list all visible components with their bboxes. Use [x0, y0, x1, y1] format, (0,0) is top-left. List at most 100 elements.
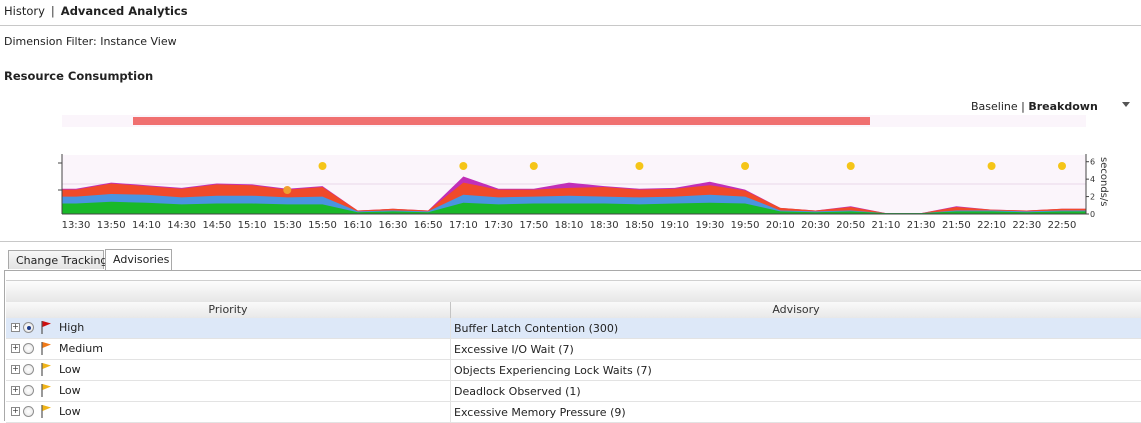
table-row[interactable]: + Low Objects Experiencing Lock Waits (7… [6, 360, 1141, 381]
chart-divider [0, 241, 1141, 242]
chart-x-tick-label: 22:30 [1012, 220, 1041, 231]
chart-x-tick-label: 15:50 [308, 220, 337, 231]
chart-areas [62, 176, 1086, 214]
chart-x-tick-label: 19:50 [731, 220, 760, 231]
priority-label: Low [59, 363, 81, 376]
table-row[interactable]: + Medium Excessive I/O Wait (7) [6, 339, 1141, 360]
baseline-link[interactable]: Baseline [971, 100, 1018, 113]
chart-x-tick-label: 14:50 [202, 220, 231, 231]
chart-series-area [62, 201, 1086, 214]
chart-x-tick-label: 20:30 [801, 220, 830, 231]
flag-icon [41, 384, 51, 397]
flag-icon [41, 363, 51, 376]
chart-x-tick-label: 20:50 [836, 220, 865, 231]
advisory-label: Objects Experiencing Lock Waits (7) [454, 364, 652, 377]
column-divider [450, 402, 451, 423]
grid-toolbar [6, 280, 1141, 303]
chart-x-tick-label: 14:30 [167, 220, 196, 231]
chart-x-tick-label: 16:30 [379, 220, 408, 231]
expand-icon[interactable]: + [11, 343, 20, 353]
advisory-label: Excessive Memory Pressure (9) [454, 406, 626, 419]
header-divider [0, 25, 1141, 26]
chart-x-tick-label: 16:10 [343, 220, 372, 231]
priority-label: Low [59, 384, 81, 397]
chart-x-ticks: 13:30 13:50 14:10 14:30 14:50 15:10 15:30 15:50… [62, 220, 1077, 231]
row-radio[interactable] [23, 385, 34, 396]
chart-y-tick-label: 0 [1090, 210, 1095, 219]
chart-x-tick-label: 18:30 [590, 220, 619, 231]
breadcrumb-history-link[interactable]: History [4, 4, 45, 18]
chart-x-tick-label: 19:30 [695, 220, 724, 231]
chart-x-tick-label: 17:50 [519, 220, 548, 231]
breadcrumb: History | Advanced Analytics [4, 4, 188, 18]
breakdown-link[interactable]: Breakdown [1028, 100, 1098, 113]
chart-x-tick-label: 22:50 [1048, 220, 1077, 231]
dimension-filter[interactable]: Dimension Filter: Instance View [4, 35, 177, 48]
chart-x-tick-label: 22:10 [977, 220, 1006, 231]
chart-x-tick-label: 13:50 [97, 220, 126, 231]
tab-advisories[interactable]: Advisories [105, 249, 172, 270]
chart-x-tick-label: 21:10 [872, 220, 901, 231]
chart-marker[interactable] [741, 162, 750, 170]
table-row[interactable]: + Low Excessive Memory Pressure (9) [6, 402, 1141, 423]
chart-marker[interactable] [283, 186, 292, 194]
chart-x-tick-label: 18:50 [625, 220, 654, 231]
chart-y-tick-label: 4 [1090, 175, 1095, 184]
advisory-label: Buffer Latch Contention (300) [454, 322, 619, 335]
breadcrumb-separator: | [50, 4, 55, 18]
table-row[interactable]: + Low Deadlock Observed (1) [6, 381, 1141, 402]
chart-timeline-bar[interactable] [133, 117, 870, 125]
row-radio[interactable] [23, 364, 34, 375]
expand-icon[interactable]: + [11, 322, 20, 332]
chart-x-tick-label: 16:50 [414, 220, 443, 231]
priority-label: Low [59, 405, 81, 418]
row-radio[interactable] [23, 343, 34, 354]
chart-x-tick-label: 17:10 [449, 220, 478, 231]
chart-y-ticks: 0 2 4 6 [1086, 158, 1095, 219]
chart-y-tick-label: 6 [1090, 158, 1095, 167]
chart-marker[interactable] [459, 162, 468, 170]
tab-change-tracking[interactable]: Change Tracking [8, 250, 107, 269]
column-divider [450, 381, 451, 402]
chart-x-tick-label: 13:30 [62, 220, 91, 231]
chart-marker[interactable] [529, 162, 538, 170]
chart-marker[interactable] [846, 162, 855, 170]
section-title: Resource Consumption [4, 69, 154, 83]
priority-label: High [59, 321, 85, 334]
chevron-down-icon[interactable] [1122, 102, 1130, 107]
chart-marker[interactable] [635, 162, 644, 170]
expand-icon[interactable]: + [11, 406, 20, 416]
grid-header: Priority Advisory [6, 302, 1141, 319]
expand-icon[interactable]: + [11, 364, 20, 374]
column-divider [450, 339, 451, 360]
column-divider [450, 318, 451, 339]
table-row[interactable]: + High Buffer Latch Contention (300) [6, 318, 1141, 339]
chart-x-tick-label: 15:10 [238, 220, 267, 231]
chart-markers [283, 162, 1066, 194]
chart-x-tick-label: 21:50 [942, 220, 971, 231]
column-divider[interactable] [450, 302, 451, 318]
chart-y-axis-label: seconds/s [1098, 157, 1109, 206]
priority-label: Medium [59, 342, 103, 355]
chart-x-tick-label: 19:10 [660, 220, 689, 231]
column-header-advisory[interactable]: Advisory [772, 303, 820, 316]
mode-separator: | [1021, 100, 1025, 113]
chart-x-tick-label: 21:30 [907, 220, 936, 231]
expand-icon[interactable]: + [11, 385, 20, 395]
chart-marker[interactable] [1058, 162, 1066, 170]
advisory-label: Excessive I/O Wait (7) [454, 343, 574, 356]
chart-x-tick-label: 15:30 [273, 220, 302, 231]
chart-marker[interactable] [987, 162, 996, 170]
flag-icon [41, 321, 51, 334]
row-radio[interactable] [23, 406, 34, 417]
chart-x-tick-label: 20:10 [766, 220, 795, 231]
chart-marker[interactable] [318, 162, 327, 170]
chart-x-tick-label: 17:30 [484, 220, 513, 231]
advisory-label: Deadlock Observed (1) [454, 385, 581, 398]
flag-icon [41, 405, 51, 418]
chart-x-tick-label: 14:10 [132, 220, 161, 231]
chart-mode-selector: Baseline | Breakdown [971, 100, 1098, 113]
row-radio[interactable] [23, 322, 34, 333]
column-header-priority[interactable]: Priority [208, 303, 248, 316]
resource-consumption-chart: 0 2 4 6 13:30 13:50 14:10 14:30 14:50 15:10 15:30… [58, 115, 1109, 231]
